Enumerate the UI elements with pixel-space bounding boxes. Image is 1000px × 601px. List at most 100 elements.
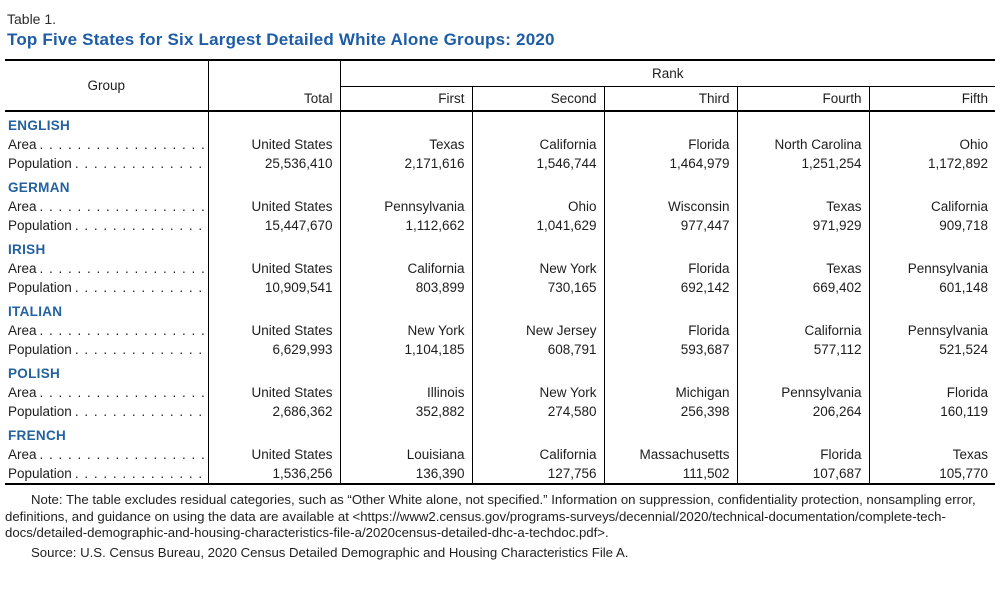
- area-value-cell: Michigan: [603, 383, 737, 402]
- area-value-cell: New York: [339, 321, 472, 340]
- area-value-cell: Pennsylvania: [868, 321, 996, 340]
- group-name: ENGLISH: [8, 118, 71, 133]
- population-value-cell: 2,686,362: [207, 402, 340, 421]
- population-row: Population 1,536,256136,390127,756111,502…: [5, 464, 996, 484]
- empty-cell: [603, 297, 737, 321]
- population-value-cell: 1,104,185: [339, 340, 472, 359]
- area-value-cell: Pennsylvania: [868, 259, 996, 278]
- empty-cell: [339, 111, 472, 135]
- col-header-third: Third: [603, 86, 737, 112]
- area-value-cell: New Jersey: [471, 321, 604, 340]
- area-value-cell: Ohio: [471, 197, 604, 216]
- empty-cell: [471, 421, 604, 445]
- area-value-cell: California: [868, 197, 996, 216]
- dot-leader: Area: [8, 259, 208, 278]
- empty-cell: [868, 235, 996, 259]
- population-label-cell: Population: [5, 340, 208, 359]
- population-label-cell: Population: [5, 464, 208, 484]
- area-value-cell: New York: [471, 259, 604, 278]
- dot-leader: Area: [8, 383, 208, 402]
- empty-cell: [339, 173, 472, 197]
- dot-leader: Population: [8, 402, 208, 421]
- source-text: Source: U.S. Census Bureau, 2020 Census …: [31, 544, 629, 560]
- header-row-1: Group Total Rank: [5, 60, 996, 112]
- area-label-cell: Area: [5, 135, 208, 154]
- population-value-cell: 105,770: [868, 464, 996, 484]
- detailed-groups-table: Group Total Rank First Second Third Four…: [5, 59, 996, 485]
- dot-leader: Population: [8, 216, 208, 235]
- area-label: Area: [8, 137, 37, 152]
- dot-leader: Area: [8, 197, 208, 216]
- area-value-cell: Ohio: [868, 135, 996, 154]
- empty-cell: [868, 111, 996, 135]
- empty-cell: [868, 359, 996, 383]
- population-row: Population25,536,4102,171,6161,546,7441,…: [5, 154, 996, 173]
- population-value-cell: 692,142: [603, 278, 737, 297]
- empty-cell: [868, 173, 996, 197]
- col-header-fifth: Fifth: [868, 86, 996, 112]
- population-value-cell: 6,629,993: [207, 340, 340, 359]
- area-value-cell: Pennsylvania: [339, 197, 472, 216]
- population-row: Population15,447,6701,112,6621,041,62997…: [5, 216, 996, 235]
- empty-cell: [207, 421, 340, 445]
- area-label: Area: [8, 447, 37, 462]
- page-title: Top Five States for Six Largest Detailed…: [7, 30, 555, 49]
- col-header-fourth: Fourth: [736, 86, 869, 112]
- dot-leader: Population: [8, 464, 208, 483]
- population-value-cell: 352,882: [339, 402, 472, 421]
- empty-cell: [603, 235, 737, 259]
- population-value-cell: 1,172,892: [868, 154, 996, 173]
- area-label: Area: [8, 261, 37, 276]
- area-value-cell: United States: [207, 135, 340, 154]
- empty-cell: [736, 421, 869, 445]
- area-label-cell: Area: [5, 321, 208, 340]
- population-label: Population: [8, 156, 72, 171]
- area-value-cell: Florida: [603, 321, 737, 340]
- empty-cell: [207, 111, 340, 135]
- dot-leader: Area: [8, 445, 208, 464]
- empty-cell: [471, 359, 604, 383]
- empty-cell: [471, 173, 604, 197]
- population-value-cell: 669,402: [736, 278, 869, 297]
- area-value-cell: United States: [207, 383, 340, 402]
- empty-cell: [603, 111, 737, 135]
- population-value-cell: 107,687: [736, 464, 869, 484]
- population-value-cell: 10,909,541: [207, 278, 340, 297]
- dot-leader: Population: [8, 154, 208, 173]
- empty-cell: [471, 111, 604, 135]
- area-label-cell: Area: [5, 445, 208, 464]
- area-value-cell: United States: [207, 197, 340, 216]
- population-label-cell: Population: [5, 154, 208, 173]
- group-heading-row: GERMAN: [5, 173, 996, 197]
- population-value-cell: 977,447: [603, 216, 737, 235]
- area-value-cell: United States: [207, 445, 340, 464]
- empty-cell: [736, 235, 869, 259]
- area-row: Area United StatesPennsylvaniaOhioWiscons…: [5, 197, 996, 216]
- population-value-cell: 15,447,670: [207, 216, 340, 235]
- population-value-cell: 206,264: [736, 402, 869, 421]
- empty-cell: [207, 235, 340, 259]
- area-value-cell: Wisconsin: [603, 197, 737, 216]
- population-value-cell: 25,536,410: [207, 154, 340, 173]
- population-value-cell: 1,041,629: [471, 216, 604, 235]
- population-value-cell: 608,791: [471, 340, 604, 359]
- table-header: Group Total Rank First Second Third Four…: [5, 60, 996, 112]
- group-name: POLISH: [8, 366, 61, 381]
- col-header-group: Group: [5, 60, 208, 112]
- population-label: Population: [8, 404, 72, 419]
- population-value-cell: 1,536,256: [207, 464, 340, 484]
- area-label-cell: Area: [5, 259, 208, 278]
- dot-leader: Population: [8, 340, 208, 359]
- population-value-cell: 601,148: [868, 278, 996, 297]
- population-label: Population: [8, 342, 72, 357]
- population-label: Population: [8, 280, 72, 295]
- group-heading-row: IRISH: [5, 235, 996, 259]
- population-row: Population 10,909,541803,899730,165692,14…: [5, 278, 996, 297]
- empty-cell: [207, 297, 340, 321]
- empty-cell: [339, 235, 472, 259]
- population-value-cell: 803,899: [339, 278, 472, 297]
- population-row: Population 6,629,9931,104,185608,791593,6…: [5, 340, 996, 359]
